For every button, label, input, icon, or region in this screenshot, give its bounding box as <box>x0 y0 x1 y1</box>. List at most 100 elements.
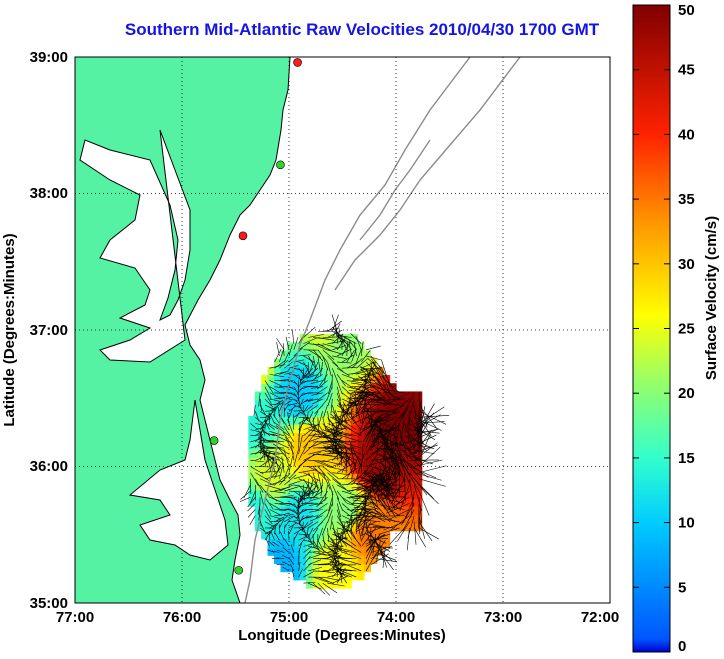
velocity-cell <box>299 506 307 515</box>
velocity-vector <box>317 429 334 440</box>
velocity-vector <box>322 576 340 581</box>
velocity-cell <box>293 375 301 384</box>
velocity-cell <box>331 440 339 450</box>
velocity-vector <box>347 528 362 547</box>
velocity-vector <box>347 398 376 404</box>
velocity-cell <box>274 489 282 499</box>
bathymetry-contours <box>244 57 521 603</box>
velocity-cell <box>370 375 378 384</box>
velocity-vector <box>381 484 405 501</box>
velocity-vector <box>341 367 357 369</box>
velocity-cell <box>299 375 307 384</box>
velocity-cell <box>248 432 256 442</box>
velocity-vector <box>308 496 323 502</box>
velocity-vector <box>302 515 314 519</box>
velocity-vector <box>317 582 331 596</box>
velocity-cell <box>293 538 301 548</box>
velocity-cell <box>254 448 262 458</box>
velocity-vector <box>303 571 314 578</box>
velocity-vector <box>336 392 343 408</box>
velocity-cell <box>344 555 352 565</box>
velocity-vector <box>418 484 439 505</box>
velocity-vector <box>399 447 423 469</box>
velocity-cell <box>325 424 333 433</box>
velocity-cell <box>306 424 314 433</box>
velocity-vector <box>293 337 299 350</box>
velocity-cell <box>357 465 365 474</box>
velocity-vector <box>341 558 362 566</box>
velocity-cell <box>306 555 314 565</box>
velocity-vector <box>364 377 386 400</box>
velocity-vector <box>409 423 436 441</box>
velocity-vector <box>298 515 301 526</box>
velocity-cell <box>389 383 397 393</box>
velocity-cell <box>318 465 326 474</box>
velocity-cell <box>299 481 307 491</box>
velocity-vector <box>308 554 321 559</box>
velocity-cell <box>331 424 339 433</box>
velocity-cell <box>293 497 301 507</box>
velocity-cell <box>318 579 326 589</box>
velocity-cell <box>286 563 294 573</box>
velocity-cell <box>338 514 346 524</box>
velocity-cell <box>344 334 352 343</box>
velocity-cell <box>261 489 269 499</box>
velocity-vector <box>268 412 271 424</box>
velocity-cell <box>376 497 384 507</box>
velocity-cell <box>318 424 326 433</box>
velocity-vector <box>328 418 343 436</box>
velocity-vector <box>387 509 410 521</box>
velocity-cell <box>389 448 397 458</box>
velocity-cell <box>351 465 359 474</box>
velocity-cell <box>415 456 423 466</box>
velocity-vector <box>351 398 372 419</box>
velocity-vector <box>355 515 372 531</box>
velocity-vector <box>399 441 422 464</box>
velocity-cell <box>318 391 326 401</box>
velocity-vector <box>389 527 405 545</box>
velocity-vector <box>336 509 342 523</box>
velocity-vector <box>298 361 309 367</box>
velocity-cell <box>344 391 352 401</box>
velocity-cell <box>408 506 416 515</box>
velocity-vector <box>264 453 280 461</box>
velocity-vector <box>282 566 290 572</box>
colorbar-tick-label: 35 <box>678 191 695 208</box>
velocity-cell <box>318 497 326 507</box>
velocity-vector <box>327 533 337 547</box>
velocity-vector <box>374 398 405 402</box>
velocity-vector <box>351 368 366 375</box>
velocity-vector <box>378 365 391 393</box>
velocity-vector <box>333 531 348 547</box>
velocity-cell <box>274 383 282 393</box>
velocity-cell <box>402 432 410 442</box>
velocity-vector <box>293 473 310 480</box>
velocity-cell <box>286 407 294 417</box>
velocity-cell <box>331 456 339 466</box>
velocity-vector <box>267 549 275 553</box>
velocity-vector <box>372 374 391 400</box>
velocity-vector <box>274 406 276 418</box>
velocity-cell <box>357 415 365 425</box>
velocity-vector <box>288 496 301 502</box>
velocity-cell <box>357 547 365 556</box>
velocity-vector <box>306 374 318 379</box>
velocity-vector <box>308 355 316 368</box>
velocity-vector <box>404 441 435 449</box>
velocity-vector <box>326 503 333 517</box>
velocity-cell <box>383 538 391 548</box>
velocity-vector <box>404 453 433 465</box>
velocity-cell <box>293 342 301 352</box>
velocity-cell <box>318 563 326 573</box>
velocity-vector <box>264 411 275 418</box>
velocity-vector <box>288 374 299 376</box>
velocity-vector <box>409 417 424 445</box>
velocity-cell <box>254 481 262 491</box>
velocity-vector <box>298 341 310 351</box>
velocity-vector <box>404 460 429 478</box>
velocity-vector <box>358 519 381 523</box>
velocity-vector <box>380 435 400 460</box>
velocity-cell <box>267 530 275 540</box>
velocity-cell <box>293 522 301 532</box>
velocity-vector <box>259 398 262 411</box>
